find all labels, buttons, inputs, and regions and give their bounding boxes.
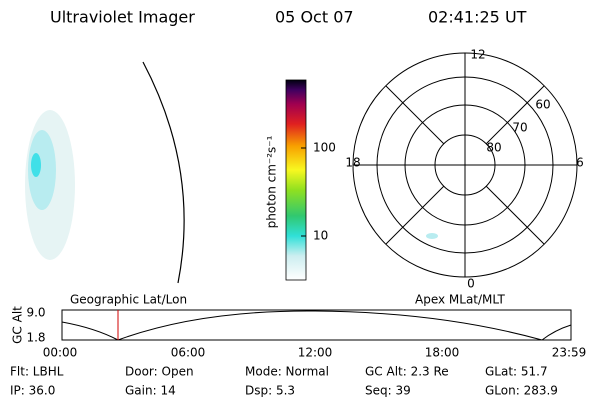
orbit-x-tick: 18:00 bbox=[425, 346, 460, 360]
orbit-x-tick: 00:00 bbox=[43, 346, 78, 360]
colorbar bbox=[285, 79, 307, 281]
status-field: Seq: 39 bbox=[365, 384, 411, 398]
lat-label: 70 bbox=[512, 121, 527, 135]
status-field: IP: 36.0 bbox=[10, 384, 55, 398]
orbit-x-tick: 06:00 bbox=[171, 346, 206, 360]
mlt-label: 18 bbox=[345, 156, 360, 170]
status-field: GLat: 51.7 bbox=[485, 365, 548, 379]
time: 02:41:25 UT bbox=[428, 8, 527, 27]
orbit-x-tick: 23:59 bbox=[552, 346, 587, 360]
colorbar-tick: 10 bbox=[313, 229, 328, 243]
orbit-box bbox=[61, 309, 572, 341]
status-field: GLon: 283.9 bbox=[485, 384, 558, 398]
orbit-y-label: GC Alt bbox=[11, 306, 25, 344]
image bbox=[25, 61, 185, 284]
orbit-left-label: Geographic Lat/Lon bbox=[70, 293, 187, 307]
orbit-y-tick: 1.8 bbox=[26, 331, 45, 345]
lat-label: 80 bbox=[486, 141, 501, 155]
colorbar-label: photon cm⁻²s⁻¹ bbox=[265, 135, 279, 228]
status-field: GC Alt: 2.3 Re bbox=[365, 365, 449, 379]
lat-label: 60 bbox=[535, 98, 550, 112]
mlt-label: 6 bbox=[576, 156, 584, 170]
status-field: Door: Open bbox=[125, 365, 194, 379]
orbit-y-tick: 9.0 bbox=[26, 306, 45, 320]
aurora-spot bbox=[426, 233, 438, 239]
mlt-label: 12 bbox=[470, 48, 485, 62]
orbit-right-label: Apex MLat/MLT bbox=[415, 293, 505, 307]
status-field: Gain: 14 bbox=[125, 384, 176, 398]
status-field: Flt: LBHL bbox=[10, 365, 64, 379]
polar-grid bbox=[352, 52, 578, 278]
status-field: Mode: Normal bbox=[245, 365, 329, 379]
orbit-x-tick: 12:00 bbox=[298, 346, 333, 360]
date: 05 Oct 07 bbox=[275, 8, 354, 27]
footer: Flt: LBHL Door: Open Mode: Normal GC Alt: 2… bbox=[10, 365, 558, 398]
mlt-label: 0 bbox=[467, 277, 475, 291]
instrument: Ultraviolet Imager bbox=[50, 8, 195, 27]
altitude-curve bbox=[61, 310, 572, 341]
colorbar-tick: 100 bbox=[313, 141, 336, 155]
status-field: Dsp: 5.3 bbox=[245, 384, 295, 398]
